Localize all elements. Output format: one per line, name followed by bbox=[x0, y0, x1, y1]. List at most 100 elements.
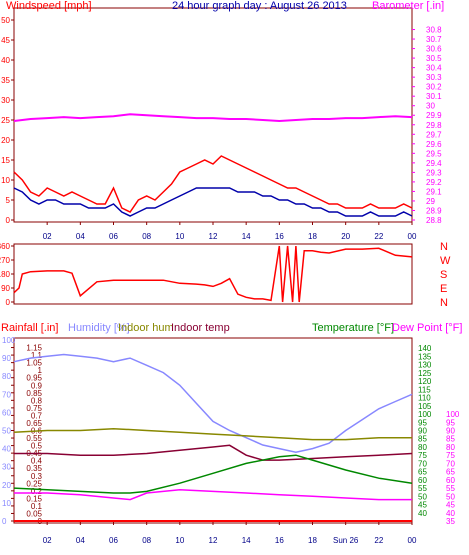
temp-tick-label: 135 bbox=[418, 352, 432, 361]
x-tick-label: 12 bbox=[209, 232, 218, 241]
baro-tick-label: 30.6 bbox=[426, 45, 442, 54]
temp-tick-label: 90 bbox=[418, 427, 427, 436]
bottom-x-tick-label: 14 bbox=[242, 536, 251, 545]
temp-tick-label: 75 bbox=[418, 451, 427, 460]
bottom-x-tick-label: 18 bbox=[308, 536, 317, 545]
series-line-p3-5 bbox=[14, 488, 412, 501]
wind-tick-label: 35 bbox=[1, 76, 10, 85]
rain-tick-label: 0.2 bbox=[31, 487, 43, 496]
series-line-0 bbox=[13, 155, 413, 213]
wind-direction-line bbox=[13, 245, 413, 303]
series-line-p3-2 bbox=[13, 427, 412, 441]
rain-tick-label: 0.65 bbox=[26, 419, 42, 428]
baro-tick-label: 29.1 bbox=[426, 187, 442, 196]
wind-tick-label: 20 bbox=[1, 136, 10, 145]
bottom-x-tick-label: 08 bbox=[142, 536, 151, 545]
compass-letter: S bbox=[440, 269, 447, 281]
temp-tick-label: 45 bbox=[418, 501, 427, 510]
bottom-x-tick-label: 02 bbox=[43, 536, 52, 545]
baro-tick-label: 29.6 bbox=[426, 140, 442, 149]
humidity-tick-label: 50 bbox=[2, 427, 11, 436]
temp-tick-label: 85 bbox=[418, 435, 427, 444]
wind-tick-label: 15 bbox=[1, 156, 10, 165]
panel-frames bbox=[13, 7, 413, 524]
humidity-label: Humidity [%] bbox=[68, 322, 130, 334]
temp-tick-label: 105 bbox=[418, 402, 432, 411]
x-tick-label: 10 bbox=[175, 232, 184, 241]
bottom-x-tick-label: 16 bbox=[275, 536, 284, 545]
x-tick-label: 08 bbox=[142, 232, 151, 241]
dew-tick-label: 80 bbox=[446, 443, 455, 452]
rain-tick-label: 0.5 bbox=[31, 442, 43, 451]
bottom-x-tick-label: Sun 26 bbox=[333, 536, 359, 545]
dir-tick-label: 0 bbox=[6, 298, 11, 307]
rain-tick-label: 0.95 bbox=[26, 374, 42, 383]
x-tick-label: 04 bbox=[76, 232, 85, 241]
rain-tick-label: 0.8 bbox=[31, 396, 43, 405]
x-tick-label: 22 bbox=[374, 232, 383, 241]
x-tick-label: 18 bbox=[308, 232, 317, 241]
dew-tick-label: 95 bbox=[446, 418, 455, 427]
axes-layer: 0510152025303540455028.828.92929.129.229… bbox=[0, 16, 460, 545]
temp-tick-label: 125 bbox=[418, 369, 432, 378]
rain-tick-label: 0.25 bbox=[26, 479, 42, 488]
rain-tick-label: 0.7 bbox=[31, 411, 43, 420]
temp-tick-label: 40 bbox=[418, 509, 427, 518]
humidity-tick-label: 80 bbox=[2, 372, 11, 381]
humidity-tick-label: 20 bbox=[2, 481, 11, 490]
compass-letter: W bbox=[440, 255, 451, 267]
dew-point-label: Dew Point [°F] bbox=[392, 322, 462, 334]
rainfall-label: Rainfall [.in] bbox=[1, 322, 58, 334]
rain-tick-label: 0.3 bbox=[31, 472, 43, 481]
temp-tick-label: 110 bbox=[418, 394, 431, 403]
wind-tick-label: 10 bbox=[1, 176, 10, 185]
baro-tick-label: 30 bbox=[426, 102, 435, 111]
temp-tick-label: 80 bbox=[418, 443, 427, 452]
dew-tick-label: 90 bbox=[446, 427, 455, 436]
wind-tick-label: 50 bbox=[1, 16, 10, 25]
chart-title: 24 hour graph day : August 26 2013 bbox=[172, 0, 347, 12]
series-layer bbox=[13, 113, 413, 522]
baro-tick-label: 30.2 bbox=[426, 83, 442, 92]
wind-tick-label: 5 bbox=[6, 196, 11, 205]
dew-tick-label: 35 bbox=[446, 517, 455, 526]
temp-tick-label: 95 bbox=[418, 418, 427, 427]
compass-letter: E bbox=[440, 283, 447, 295]
dew-tick-label: 45 bbox=[446, 501, 455, 510]
baro-tick-label: 29.8 bbox=[426, 121, 442, 130]
series-line-1 bbox=[13, 187, 413, 217]
temp-tick-label: 120 bbox=[418, 377, 432, 386]
dir-tick-label: 90 bbox=[1, 284, 10, 293]
baro-tick-label: 28.9 bbox=[426, 206, 442, 215]
baro-tick-label: 30.1 bbox=[426, 92, 442, 101]
baro-tick-label: 29 bbox=[426, 197, 435, 206]
baro-tick-label: 30.8 bbox=[426, 26, 442, 35]
rain-tick-label: 0.1 bbox=[31, 502, 43, 511]
baro-tick-label: 30.3 bbox=[426, 73, 442, 82]
indoor-hum-label: Indoor hum bbox=[118, 322, 174, 334]
bottom-x-tick-label: 12 bbox=[209, 536, 218, 545]
dew-tick-label: 100 bbox=[446, 410, 460, 419]
baro-tick-label: 29.5 bbox=[426, 149, 442, 158]
baro-tick-label: 30.4 bbox=[426, 64, 442, 73]
wind-tick-label: 25 bbox=[1, 116, 10, 125]
baro-tick-label: 29.4 bbox=[426, 159, 442, 168]
wind-tick-label: 45 bbox=[1, 36, 10, 45]
temp-tick-label: 70 bbox=[418, 459, 427, 468]
baro-tick-label: 29.3 bbox=[426, 168, 442, 177]
x-tick-label: 20 bbox=[341, 232, 350, 241]
wind-tick-label: 0 bbox=[6, 216, 11, 225]
indoor-temp-label: Indoor temp bbox=[171, 322, 230, 334]
rain-tick-label: 0.4 bbox=[31, 457, 43, 466]
rain-tick-label: 0.15 bbox=[26, 494, 42, 503]
bottom-x-tick-label: 06 bbox=[109, 536, 118, 545]
humidity-tick-label: 40 bbox=[2, 445, 11, 454]
humidity-tick-label: 10 bbox=[2, 499, 11, 508]
dew-tick-label: 65 bbox=[446, 468, 455, 477]
compass-letter: N bbox=[440, 297, 448, 309]
bottom-x-tick-label: 10 bbox=[175, 536, 184, 545]
humidity-tick-label: 100 bbox=[2, 336, 16, 345]
temp-tick-label: 65 bbox=[418, 468, 427, 477]
